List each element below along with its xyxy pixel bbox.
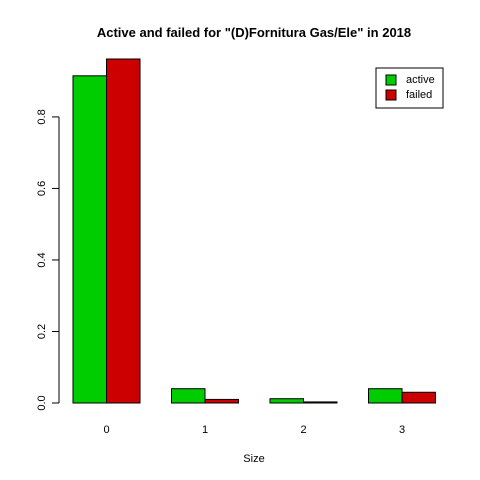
bar-active-3	[368, 388, 403, 404]
x-tick-label: 1	[202, 424, 208, 436]
bar-failed-1	[204, 398, 239, 404]
x-tick-label: 3	[399, 424, 405, 436]
x-tick-label: 0	[103, 424, 109, 436]
legend-swatch-active	[385, 74, 397, 86]
x-tick-label: 2	[300, 424, 306, 436]
legend-label-failed: failed	[406, 89, 432, 101]
x-axis-label: Size	[243, 453, 264, 465]
bar-active-1	[171, 388, 206, 404]
bar-failed-3	[401, 391, 436, 404]
legend-swatch-failed	[385, 89, 397, 101]
x-tick-labels: 0 1 2 3	[103, 424, 405, 436]
bar-failed-2	[303, 401, 338, 404]
chart-title: Active and failed for "(D)Fornitura Gas/…	[97, 25, 411, 40]
y-tick-label: 0.0	[36, 395, 48, 410]
bar-active-0	[72, 75, 107, 404]
y-tick-label: 0.2	[36, 324, 48, 339]
y-axis: 0.0 0.2 0.4 0.6 0.8	[36, 109, 60, 411]
legend: active failed	[375, 67, 444, 109]
y-tick-label: 0.4	[36, 252, 48, 267]
y-tick-label: 0.6	[36, 181, 48, 196]
y-tick-label: 0.8	[36, 109, 48, 124]
legend-label-active: active	[406, 74, 435, 86]
bars-group	[72, 58, 436, 404]
bar-failed-0	[106, 58, 141, 404]
bar-active-2	[269, 398, 304, 404]
